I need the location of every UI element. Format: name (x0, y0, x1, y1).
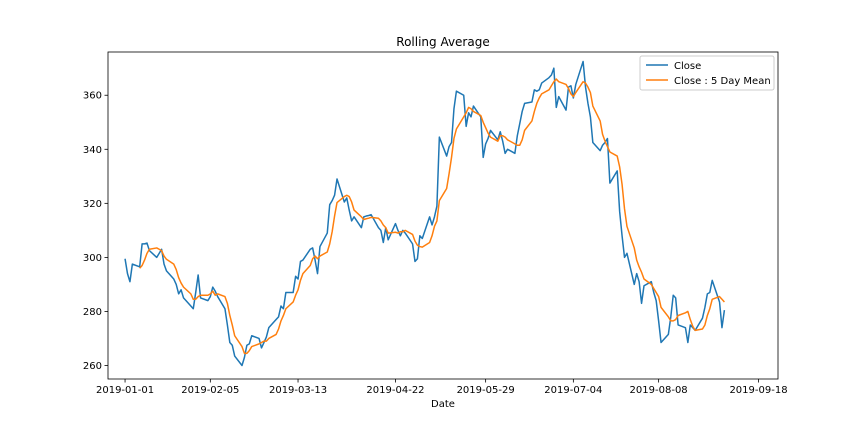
y-tick-label: 340 (83, 145, 102, 156)
x-tick-label: 2019-08-08 (630, 385, 688, 396)
y-tick-label: 360 (83, 91, 102, 102)
plot-frame (107, 51, 779, 380)
legend-box (639, 55, 775, 91)
legend-label-close: Close (674, 61, 701, 72)
x-axis: 2019-01-01 2019-02-05 2019-03-13 2019-04-22… (96, 379, 788, 396)
x-tick-label: 2019-09-18 (729, 385, 787, 396)
x-tick-label: 2019-04-22 (366, 385, 424, 396)
legend: Close Close : 5 Day Mean (639, 55, 775, 91)
legend-label-5-day-mean: Close : 5 Day Mean (674, 76, 771, 87)
x-tick-label: 2019-05-29 (457, 385, 515, 396)
x-tick-label: 2019-03-13 (269, 385, 327, 396)
series-layer (124, 60, 726, 367)
series-line-5-day-mean (139, 78, 725, 355)
series-line-close (124, 60, 726, 367)
x-tick-label: 2019-07-04 (544, 385, 602, 396)
y-tick-label: 320 (83, 199, 102, 210)
y-tick-label: 260 (83, 361, 102, 372)
y-tick-label: 300 (83, 253, 102, 264)
x-tick-label: 2019-02-05 (181, 385, 239, 396)
x-axis-label: Date (431, 399, 455, 410)
y-axis: 260 280 300 320 340 360 (83, 91, 108, 372)
y-tick-label: 280 (83, 307, 102, 318)
chart-title: Rolling Average (396, 35, 489, 49)
x-tick-label: 2019-01-01 (96, 385, 154, 396)
